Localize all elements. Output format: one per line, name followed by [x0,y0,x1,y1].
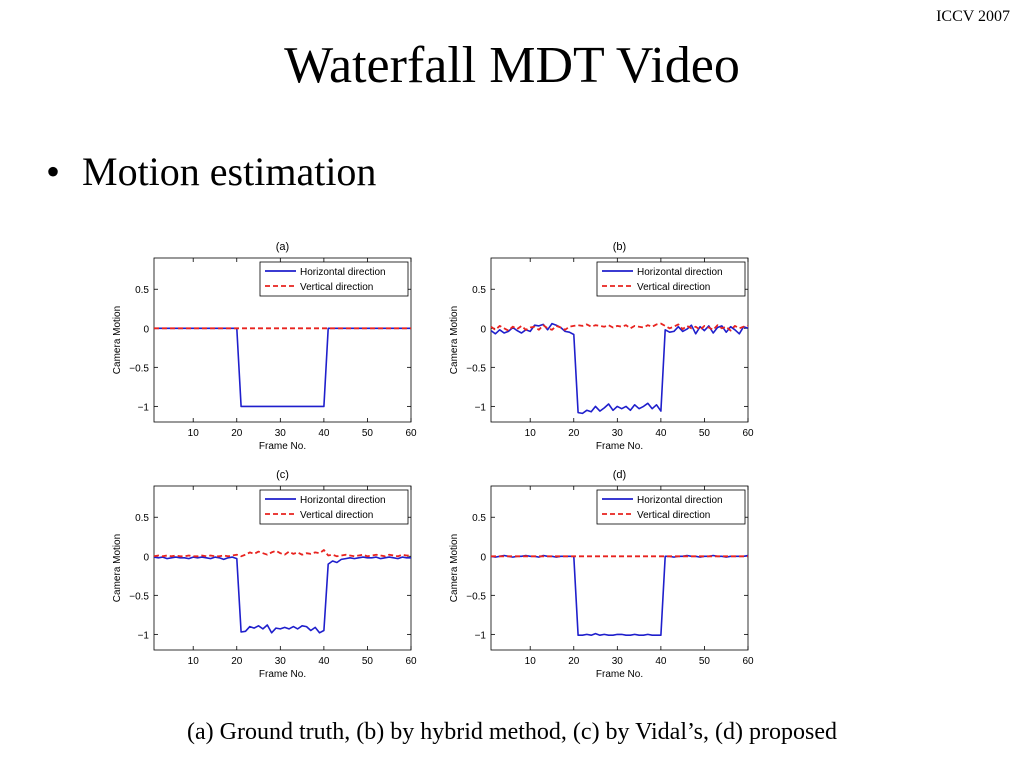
legend-label: Vertical direction [637,282,710,293]
x-tick-label: 40 [318,428,330,439]
chart-title: (c) [276,469,289,481]
x-axis-label: Frame No. [259,441,306,452]
y-tick-label: −1 [138,630,150,641]
legend-label: Horizontal direction [637,267,723,278]
chart-title: (a) [276,241,289,253]
x-tick-label: 40 [655,428,667,439]
y-tick-label: 0 [143,552,149,563]
horizontal-direction-line [153,556,411,634]
x-tick-label: 60 [742,428,754,439]
chart-panel: (c) 10 20 30 40 50 60 −1 −0.5 0 0.5 Frame No. Camera… [112,469,417,680]
x-tick-label: 50 [362,656,374,667]
x-tick-label: 60 [742,656,754,667]
x-tick-label: 60 [405,428,417,439]
y-axis-label: Camera Motion [449,534,460,602]
legend: Horizontal direction Vertical direction [259,261,409,297]
x-tick-label: 50 [699,656,711,667]
x-axis-label: Frame No. [596,669,643,680]
y-tick-label: 0 [480,552,486,563]
legend: Horizontal direction Vertical direction [259,489,409,525]
conference-label: ICCV 2007 [936,8,1010,25]
chart-panel: (a) 10 20 30 40 50 60 −1 −0.5 0 0.5 Frame No. Camera… [112,241,417,452]
x-tick-label: 20 [568,428,580,439]
y-axis-label: Camera Motion [112,534,123,602]
x-tick-label: 30 [275,656,287,667]
y-tick-label: −1 [475,402,487,413]
y-tick-label: 0.5 [472,285,486,296]
x-tick-label: 30 [612,428,624,439]
y-tick-label: −1 [475,630,487,641]
chart-panel: (d) 10 20 30 40 50 60 −1 −0.5 0 0.5 Frame No. Camera… [449,469,754,680]
x-tick-label: 50 [699,428,711,439]
x-tick-label: 30 [275,428,287,439]
x-tick-label: 60 [405,656,417,667]
y-axis-label: Camera Motion [112,306,123,374]
chart-title: (b) [613,241,626,253]
y-tick-label: 0 [480,324,486,335]
x-tick-label: 10 [188,656,200,667]
y-tick-label: −0.5 [466,363,486,374]
x-tick-label: 50 [362,428,374,439]
x-tick-label: 10 [525,428,537,439]
legend-box [259,261,409,297]
legend-label: Vertical direction [637,510,710,521]
y-tick-label: 0.5 [135,285,149,296]
y-tick-label: −0.5 [129,591,149,602]
legend-label: Horizontal direction [300,267,386,278]
legend-box [596,261,746,297]
x-axis-label: Frame No. [259,669,306,680]
legend-label: Vertical direction [300,282,373,293]
legend-box [259,489,409,525]
x-tick-label: 40 [655,656,667,667]
legend-box [596,489,746,525]
x-tick-label: 10 [525,656,537,667]
vertical-direction-line [153,549,411,558]
legend: Horizontal direction Vertical direction [596,489,746,525]
bullet-marker: • [46,149,61,194]
bullet-item: • Motion estimation [46,146,376,198]
x-tick-label: 20 [231,656,243,667]
legend-label: Horizontal direction [637,495,723,506]
y-tick-label: 0 [143,324,149,335]
y-tick-label: −1 [138,402,150,413]
y-tick-label: −0.5 [466,591,486,602]
vertical-direction-line [490,322,749,332]
chart-panel: (b) 10 20 30 40 50 60 −1 −0.5 0 0.5 Frame No. Camera… [449,241,754,452]
chart-title: (d) [613,469,626,481]
x-tick-label: 20 [568,656,580,667]
x-tick-label: 20 [231,428,243,439]
legend: Horizontal direction Vertical direction [596,261,746,297]
legend-label: Horizontal direction [300,495,386,506]
y-tick-label: 0.5 [472,513,486,524]
x-axis-label: Frame No. [596,441,643,452]
legend-label: Vertical direction [300,510,373,521]
figure-caption: (a) Ground truth, (b) by hybrid method, … [187,719,837,745]
x-tick-label: 30 [612,656,624,667]
y-tick-label: −0.5 [129,363,149,374]
slide-title: Waterfall MDT Video [284,37,740,94]
x-tick-label: 10 [188,428,200,439]
y-axis-label: Camera Motion [449,306,460,374]
y-tick-label: 0.5 [135,513,149,524]
x-tick-label: 40 [318,656,330,667]
bullet-text: Motion estimation [82,149,377,194]
